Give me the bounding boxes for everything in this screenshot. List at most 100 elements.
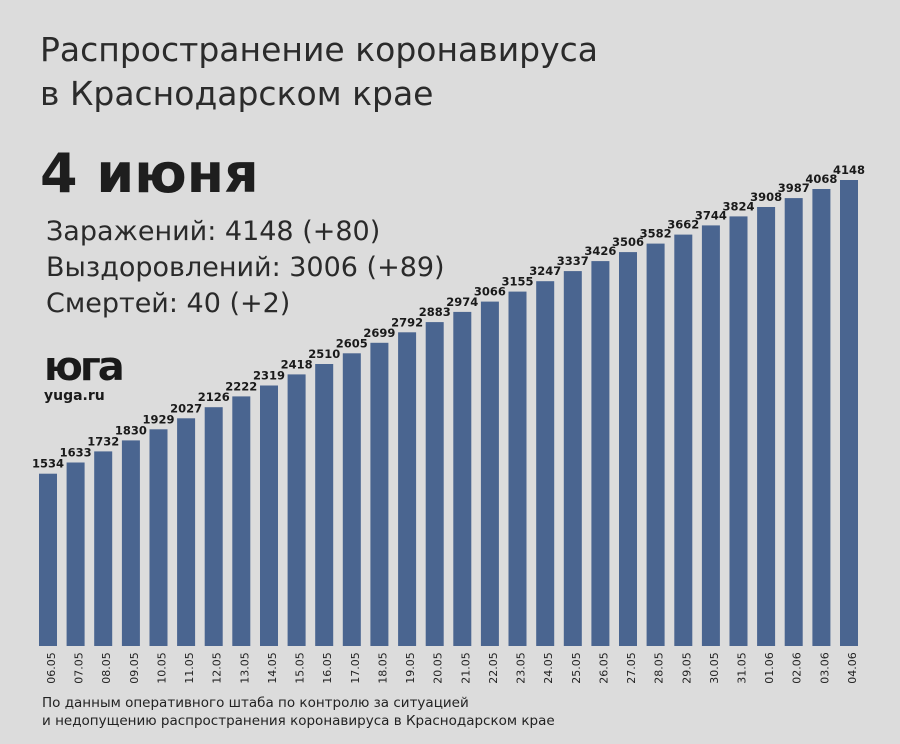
data-label-28.05: 3582 — [640, 227, 672, 241]
data-label-22.05: 3066 — [474, 285, 506, 299]
data-label-18.05: 2699 — [363, 326, 395, 340]
data-label-08.05: 1732 — [87, 434, 119, 448]
source-note-line-1: По данным оперативного штаба по контролю… — [42, 695, 469, 711]
bar-27.05 — [619, 252, 637, 646]
tick-label-20.05: 20.05 — [432, 652, 445, 684]
bar-24.05 — [536, 281, 555, 646]
bar-01.06 — [757, 207, 776, 646]
yuga-logo: юга yuga.ru — [44, 346, 154, 404]
tick-label-16.05: 16.05 — [321, 652, 334, 684]
data-label-15.05: 2418 — [281, 357, 313, 371]
data-label-09.05: 1830 — [115, 423, 147, 437]
infected-stat: Заражений: 4148 (+80) — [46, 216, 381, 247]
tick-label-24.05: 24.05 — [542, 652, 555, 684]
tick-label-07.05: 07.05 — [73, 652, 86, 684]
tick-label-27.05: 27.05 — [625, 652, 638, 684]
bar-10.05 — [149, 429, 168, 646]
data-label-02.06: 3987 — [778, 181, 810, 195]
data-label-21.05: 2974 — [446, 295, 478, 309]
bar-20.05 — [425, 322, 444, 646]
tick-label-31.05: 31.05 — [736, 652, 749, 684]
data-label-03.06: 4068 — [805, 172, 837, 186]
data-label-01.06: 3908 — [750, 190, 782, 204]
bar-16.05 — [315, 364, 334, 646]
bar-18.05 — [370, 342, 389, 646]
bar-15.05 — [287, 374, 306, 646]
bar-30.05 — [701, 225, 720, 646]
tick-label-17.05: 17.05 — [349, 652, 362, 684]
tick-label-10.05: 10.05 — [156, 652, 169, 684]
data-label-16.05: 2510 — [308, 347, 340, 361]
bar-14.05 — [260, 385, 278, 646]
data-label-13.05: 2222 — [225, 379, 257, 393]
title-line-2: в Краснодарском крае — [40, 74, 434, 113]
deaths-stat: Смертей: 40 (+2) — [46, 288, 291, 319]
yuga-logo-mark-text: юга — [44, 346, 122, 386]
bar-04.06 — [840, 180, 858, 646]
bar-23.05 — [508, 291, 527, 646]
chart-title: Распространение коронавируса в Краснодар… — [40, 28, 680, 116]
tick-label-19.05: 19.05 — [404, 652, 417, 684]
bar-28.05 — [646, 243, 665, 646]
tick-label-13.05: 13.05 — [238, 652, 251, 684]
data-label-24.05: 3247 — [529, 264, 561, 278]
data-label-11.05: 2027 — [170, 401, 202, 415]
tick-label-01.06: 01.06 — [763, 652, 776, 684]
tick-label-30.05: 30.05 — [708, 652, 721, 684]
tick-label-06.05: 06.05 — [45, 652, 58, 684]
bar-07.05 — [66, 462, 85, 646]
data-label-25.05: 3337 — [557, 254, 589, 268]
tick-label-21.05: 21.05 — [459, 652, 472, 684]
data-label-30.05: 3744 — [695, 208, 727, 222]
yuga-logo-mark: юга — [44, 346, 125, 386]
tick-label-02.06: 02.06 — [791, 652, 804, 684]
data-label-10.05: 1929 — [142, 412, 174, 426]
data-label-26.05: 3426 — [584, 244, 616, 258]
tick-label-09.05: 09.05 — [128, 652, 141, 684]
bar-12.05 — [204, 407, 223, 646]
tick-label-23.05: 23.05 — [515, 652, 528, 684]
bar-13.05 — [232, 396, 251, 646]
tick-label-25.05: 25.05 — [570, 652, 583, 684]
logo-url: yuga.ru — [44, 388, 105, 404]
tick-label-03.06: 03.06 — [818, 652, 831, 684]
data-label-27.05: 3506 — [612, 235, 644, 249]
bar-22.05 — [480, 301, 499, 646]
bar-08.05 — [94, 451, 113, 646]
data-label-06.05: 1534 — [32, 457, 64, 471]
tick-label-12.05: 12.05 — [211, 652, 224, 684]
bar-25.05 — [563, 271, 582, 646]
bar-11.05 — [177, 418, 196, 646]
tick-label-18.05: 18.05 — [376, 652, 389, 684]
tick-label-04.06: 04.06 — [846, 652, 859, 684]
tick-label-15.05: 15.05 — [294, 652, 307, 684]
data-label-12.05: 2126 — [198, 390, 230, 404]
bar-21.05 — [453, 311, 472, 646]
bar-31.05 — [729, 216, 748, 646]
data-label-31.05: 3824 — [722, 199, 754, 213]
tick-label-08.05: 08.05 — [100, 652, 113, 684]
source-note-line-2: и недопущению распространения коронавиру… — [42, 713, 555, 729]
tick-label-26.05: 26.05 — [597, 652, 610, 684]
tick-label-28.05: 28.05 — [653, 652, 666, 684]
bar-19.05 — [398, 332, 417, 646]
data-label-17.05: 2605 — [336, 336, 368, 350]
tick-label-22.05: 22.05 — [487, 652, 500, 684]
title-line-1: Распространение коронавируса — [40, 30, 599, 69]
data-label-14.05: 2319 — [253, 369, 285, 383]
bar-02.06 — [784, 198, 803, 646]
data-label-04.06: 4148 — [833, 163, 865, 177]
source-note: По данным оперативного штаба по контролю… — [42, 694, 555, 730]
stats-block: Заражений: 4148 (+80) Выздоровлений: 300… — [46, 214, 445, 322]
bar-17.05 — [342, 353, 361, 646]
tick-label-11.05: 11.05 — [183, 652, 196, 684]
recovered-stat: Выздоровлений: 3006 (+89) — [46, 252, 445, 283]
bar-03.06 — [812, 189, 831, 646]
data-label-23.05: 3155 — [501, 275, 533, 289]
bar-06.05 — [39, 473, 57, 646]
tick-label-29.05: 29.05 — [680, 652, 693, 684]
data-label-19.05: 2792 — [391, 315, 423, 329]
data-label-29.05: 3662 — [667, 218, 699, 232]
date-heading: 4 июня — [40, 142, 259, 205]
